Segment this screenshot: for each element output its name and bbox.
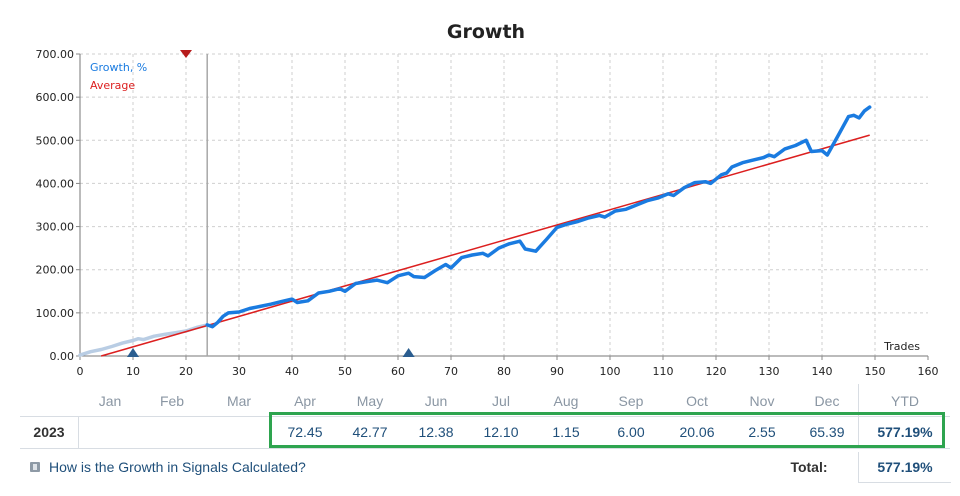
x-tick-label: 150 bbox=[865, 365, 886, 378]
month-value-may: 42.77 bbox=[352, 424, 388, 440]
month-value-oct: 20.06 bbox=[679, 424, 715, 440]
y-tick-label: 200.00 bbox=[36, 264, 75, 277]
x-tick-label: 80 bbox=[497, 365, 511, 378]
x-tick-label: 140 bbox=[812, 365, 833, 378]
x-tick-label: 0 bbox=[77, 365, 84, 378]
legend-average: Average bbox=[90, 79, 135, 92]
month-header-aug: Aug bbox=[553, 393, 579, 409]
y-tick-label: 600.00 bbox=[36, 91, 75, 104]
growth-line bbox=[205, 105, 872, 329]
y-tick-label: 400.00 bbox=[36, 177, 75, 190]
month-value-apr: 72.45 bbox=[287, 424, 323, 440]
growth-history-line bbox=[78, 323, 209, 357]
month-header-sep: Sep bbox=[618, 393, 644, 409]
x-tick-label: 60 bbox=[391, 365, 405, 378]
chart-series bbox=[78, 105, 872, 357]
x-tick-label: 20 bbox=[179, 365, 193, 378]
month-value-jun: 12.38 bbox=[418, 424, 454, 440]
month-value-sep: 6.00 bbox=[617, 424, 645, 440]
month-value-mar bbox=[207, 416, 271, 448]
month-value-feb bbox=[140, 416, 204, 448]
year-label: 2023 bbox=[20, 416, 79, 448]
month-header-apr: Apr bbox=[294, 393, 316, 409]
ytd-value: 577.19% bbox=[858, 416, 951, 448]
x-axis-label: Trades bbox=[883, 340, 920, 353]
x-tick-label: 50 bbox=[338, 365, 352, 378]
x-tick-label: 160 bbox=[918, 365, 939, 378]
month-value-jan bbox=[78, 416, 142, 448]
chart-title: Growth bbox=[447, 21, 525, 43]
footer-row: How is the Growth in Signals Calculated?… bbox=[20, 452, 951, 484]
total-value: 577.19% bbox=[858, 452, 951, 483]
month-value-dec: 65.39 bbox=[809, 424, 845, 440]
y-tick-label: 100.00 bbox=[36, 307, 75, 320]
month-value-jul: 12.10 bbox=[483, 424, 519, 440]
x-tick-label: 10 bbox=[126, 365, 140, 378]
y-tick-label: 300.00 bbox=[36, 221, 75, 234]
x-tick-label: 90 bbox=[550, 365, 564, 378]
help-link-text: How is the Growth in Signals Calculated? bbox=[49, 459, 306, 475]
month-header-jul: Jul bbox=[492, 393, 510, 409]
x-tick-label: 100 bbox=[600, 365, 621, 378]
max-drawdown-marker bbox=[180, 50, 192, 58]
total-label: Total: bbox=[790, 459, 828, 475]
month-header-may: May bbox=[356, 393, 384, 409]
month-header-feb: Feb bbox=[159, 393, 185, 409]
x-tick-label: 30 bbox=[232, 365, 246, 378]
x-tick-label: 130 bbox=[759, 365, 780, 378]
chart-markers bbox=[127, 50, 415, 357]
y-tick-label: 700.00 bbox=[36, 48, 75, 61]
deposit-marker bbox=[402, 348, 415, 357]
x-tick-label: 110 bbox=[653, 365, 674, 378]
chart-grid bbox=[80, 53, 928, 356]
y-tick-label: 0.00 bbox=[50, 350, 75, 363]
month-header-jan: Jan bbox=[98, 393, 122, 409]
month-header-mar: Mar bbox=[226, 393, 252, 409]
growth-calculation-help-link[interactable]: How is the Growth in Signals Calculated? bbox=[30, 452, 306, 482]
ytd-header: YTD bbox=[858, 384, 951, 416]
month-value-nov: 2.55 bbox=[748, 424, 776, 440]
info-icon bbox=[30, 462, 40, 472]
growth-chart: Growth 0.00100.00200.00300.00400.00500.0… bbox=[36, 21, 939, 378]
month-header-jun: Jun bbox=[424, 393, 448, 409]
y-tick-label: 500.00 bbox=[36, 134, 75, 147]
x-axis-ticks: 0 10 20 30 40 50 60 70 80 90 100 110 120 130 140 150 160 bbox=[77, 356, 939, 378]
month-header-dec: Dec bbox=[814, 393, 840, 409]
x-tick-label: 70 bbox=[444, 365, 458, 378]
month-header-nov: Nov bbox=[749, 393, 775, 409]
x-tick-label: 40 bbox=[285, 365, 299, 378]
month-header-oct: Oct bbox=[686, 393, 708, 409]
x-tick-label: 120 bbox=[706, 365, 727, 378]
y-axis-ticks: 0.00 100.00 200.00 300.00 400.00 500.00 600.00… bbox=[36, 48, 80, 363]
legend-growth: Growth, % bbox=[90, 61, 147, 74]
months-header-row: Jan Feb Mar Apr May Jun Jul Aug Sep Oct Nov Dec YTD bbox=[20, 384, 950, 417]
deposit-marker bbox=[127, 348, 139, 357]
year-row-2023: 2023 577.19% 72.45 42.77 12.38 12.10 1.15 6.0… bbox=[20, 416, 950, 449]
average-line bbox=[100, 134, 870, 357]
month-value-aug: 1.15 bbox=[552, 424, 580, 440]
